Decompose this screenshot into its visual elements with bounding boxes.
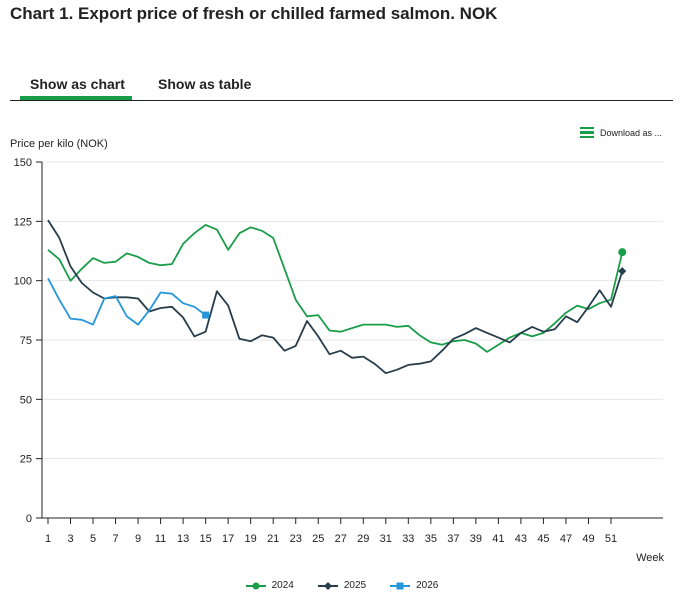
x-tick-label: 21 — [267, 533, 279, 545]
legend-label-2025: 2025 — [343, 580, 367, 591]
x-tick-label: 37 — [447, 533, 459, 545]
y-tick-label: 125 — [14, 216, 32, 228]
tab-show-as-table[interactable]: Show as table — [158, 76, 252, 92]
y-tick-label: 25 — [20, 454, 32, 466]
x-tick-label: 41 — [492, 533, 504, 545]
legend-item-2025[interactable]: 2025 — [317, 580, 367, 591]
x-tick-label: 27 — [335, 533, 347, 545]
x-tick-label: 1 — [45, 533, 51, 545]
x-tick-label: 17 — [222, 533, 234, 545]
x-tick-label: 5 — [90, 533, 96, 545]
x-tick-label: 25 — [312, 533, 324, 545]
x-tick-label: 45 — [537, 533, 549, 545]
legend-label-2026: 2026 — [416, 580, 439, 591]
x-tick-label: 19 — [245, 533, 257, 545]
x-tick-label: 49 — [582, 533, 594, 545]
series-2025 — [47, 219, 627, 375]
x-tick-label: 43 — [515, 533, 527, 545]
view-tabs: Show as chart Show as table — [10, 74, 673, 101]
x-tick-label: 23 — [290, 533, 302, 545]
line-2024 — [47, 223, 624, 353]
x-tick-label: 31 — [380, 533, 392, 545]
legend-item-2024[interactable]: 2024 — [245, 580, 294, 591]
x-tick-label: 11 — [155, 533, 166, 545]
x-tick-label: 51 — [605, 533, 617, 545]
x-tick-label: 13 — [177, 533, 189, 545]
x-tick-label: 3 — [67, 533, 73, 545]
legend-marker-2024 — [245, 582, 266, 589]
line-2025 — [47, 219, 624, 375]
active-tab-indicator — [20, 96, 132, 100]
x-tick-label: 33 — [402, 533, 414, 545]
chart-title: Chart 1. Export price of fresh or chille… — [10, 4, 498, 23]
x-axis-label: Week — [636, 552, 664, 564]
download-label: Download as ... — [599, 127, 662, 138]
tab-show-as-chart[interactable]: Show as chart — [30, 76, 125, 92]
y-tick-label: 0 — [26, 513, 32, 525]
series-2026 — [47, 277, 210, 326]
x-tick-label: 7 — [112, 533, 118, 545]
menu-icon — [579, 125, 594, 140]
legend: 2024 2025 2026 — [0, 580, 684, 591]
legend-label-2024: 2024 — [271, 580, 294, 591]
legend-marker-2025 — [317, 581, 338, 590]
point-2026-last — [202, 311, 210, 319]
x-tick-label: 29 — [357, 533, 369, 545]
y-axis-label: Price per kilo (NOK) — [10, 138, 108, 150]
series-2024 — [47, 223, 627, 353]
y-tick-label: 75 — [20, 335, 32, 347]
legend-marker-2026 — [390, 582, 411, 589]
point-2025-last — [618, 267, 627, 276]
point-2024-last — [618, 248, 627, 257]
x-tick-label: 15 — [200, 533, 212, 545]
legend-item-2026[interactable]: 2026 — [390, 580, 438, 591]
x-tick-label: 35 — [425, 533, 437, 545]
y-tick-label: 150 — [14, 157, 32, 169]
x-tick-label: 39 — [470, 533, 482, 545]
line-2026 — [47, 277, 207, 326]
x-tick-label: 47 — [560, 533, 572, 545]
x-tick-label: 9 — [135, 533, 141, 545]
y-tick-label: 50 — [20, 394, 32, 406]
y-tick-label: 100 — [14, 276, 32, 288]
download-button[interactable]: Download as ... — [579, 125, 662, 140]
